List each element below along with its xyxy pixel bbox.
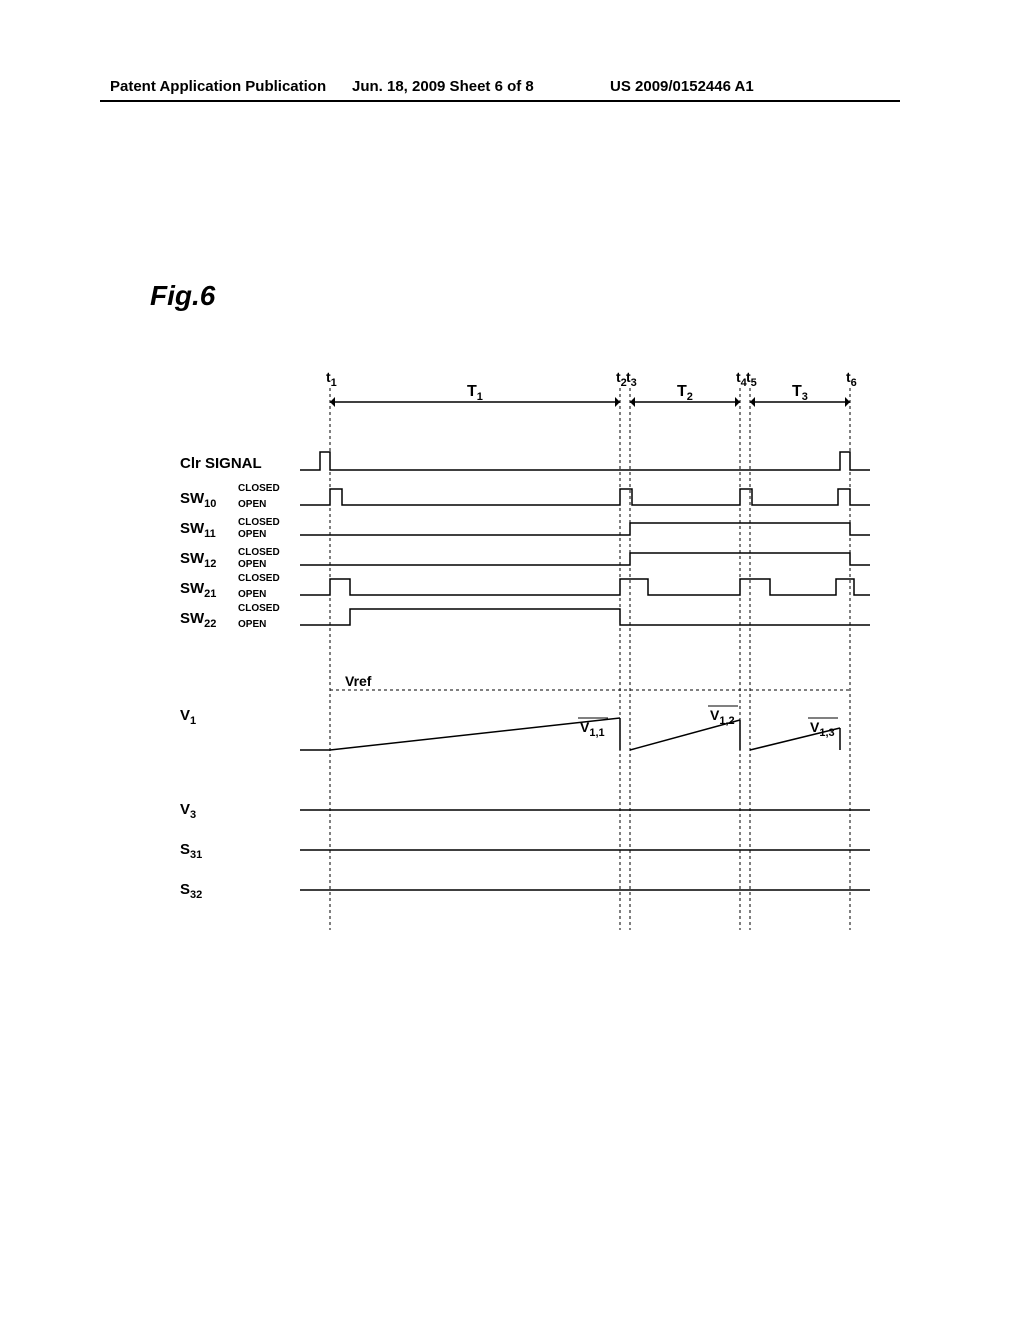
svg-text:SW12: SW12 (180, 550, 216, 570)
svg-text:CLOSED: CLOSED (238, 603, 280, 614)
svg-text:t1: t1 (326, 370, 337, 389)
svg-text:T1: T1 (467, 383, 483, 403)
svg-text:SW10: SW10 (180, 490, 216, 510)
svg-text:SW11: SW11 (180, 520, 216, 540)
svg-text:SW22: SW22 (180, 610, 216, 630)
svg-text:t3: t3 (626, 370, 637, 389)
svg-text:SW21: SW21 (180, 580, 216, 600)
svg-text:CLOSED: CLOSED (238, 517, 280, 528)
svg-text:V1,3: V1,3 (810, 719, 835, 739)
svg-text:OPEN: OPEN (238, 499, 266, 510)
svg-text:T2: T2 (677, 383, 693, 403)
diagram-svg: t1t2t3t4t5t6T1T2T3Clr SIGNALSW10CLOSEDOP… (170, 370, 890, 990)
svg-text:OPEN: OPEN (238, 619, 266, 630)
header-right: US 2009/0152446 A1 (610, 78, 754, 95)
svg-text:CLOSED: CLOSED (238, 547, 280, 558)
svg-text:T3: T3 (792, 383, 808, 403)
svg-text:OPEN: OPEN (238, 589, 266, 600)
header-rule (100, 100, 900, 102)
svg-text:V1: V1 (180, 707, 196, 727)
svg-text:S32: S32 (180, 881, 202, 901)
svg-text:t6: t6 (846, 370, 857, 389)
svg-text:V1,2: V1,2 (710, 707, 735, 727)
svg-text:V3: V3 (180, 801, 196, 821)
header-center: Jun. 18, 2009 Sheet 6 of 8 (352, 78, 534, 95)
svg-text:CLOSED: CLOSED (238, 573, 280, 584)
svg-text:OPEN: OPEN (238, 559, 266, 570)
svg-text:S31: S31 (180, 841, 202, 861)
timing-diagram: t1t2t3t4t5t6T1T2T3Clr SIGNALSW10CLOSEDOP… (170, 370, 890, 990)
svg-text:Clr SIGNAL: Clr SIGNAL (180, 455, 262, 472)
svg-text:CLOSED: CLOSED (238, 483, 280, 494)
svg-text:V1,1: V1,1 (580, 719, 605, 739)
svg-text:t5: t5 (746, 370, 757, 389)
svg-text:Vref: Vref (345, 673, 372, 689)
figure-label: Fig.6 (150, 280, 215, 312)
header-left: Patent Application Publication (110, 78, 326, 95)
svg-text:OPEN: OPEN (238, 529, 266, 540)
